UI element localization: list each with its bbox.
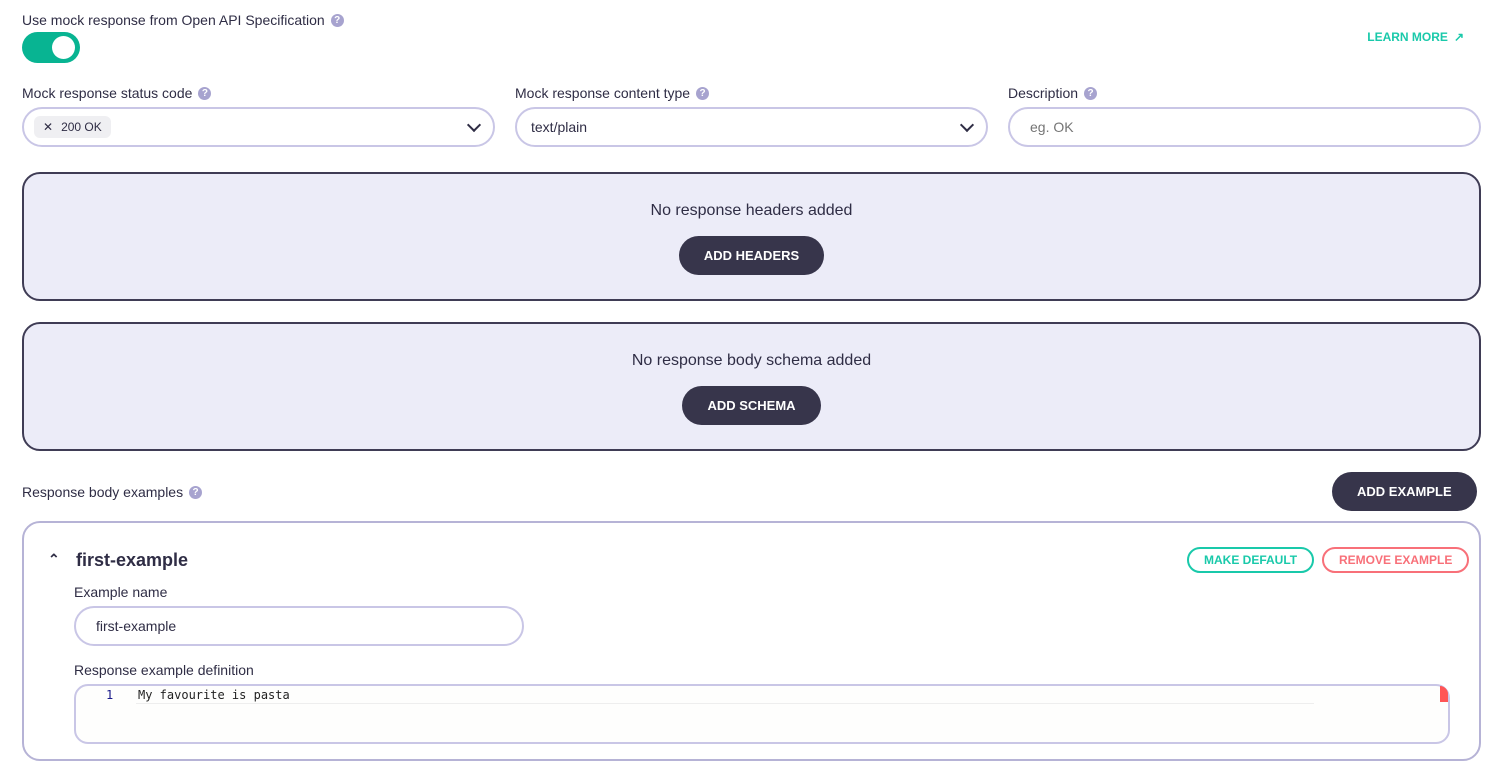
make-default-button[interactable]: MAKE DEFAULT [1187,547,1315,573]
content-type-value: text/plain [531,119,588,135]
description-input[interactable] [1008,107,1481,147]
add-example-button[interactable]: ADD EXAMPLE [1332,472,1477,511]
line-number: 1 [106,688,114,702]
add-schema-button[interactable]: ADD SCHEMA [682,386,821,425]
chip-text: 200 OK [61,120,102,134]
code-line: My favourite is pasta [138,688,290,702]
remove-example-button[interactable]: REMOVE EXAMPLE [1322,547,1470,573]
example-definition-label: Response example definition [74,662,254,678]
help-icon[interactable]: ? [198,86,212,100]
remove-chip-icon[interactable]: ✕ [43,120,54,134]
help-icon[interactable]: ? [1084,86,1098,100]
external-link-icon: ↗ [1453,30,1464,44]
examples-label-text: Response body examples [22,484,184,500]
add-headers-button[interactable]: ADD HEADERS [678,236,825,275]
example-title: first-example [76,550,189,570]
help-icon[interactable]: ? [330,13,344,27]
help-icon[interactable]: ? [696,86,710,100]
learn-more-link[interactable]: LEARN MORE ↗ [1367,30,1464,44]
schema-panel: No response body schema added ADD SCHEMA [22,322,1481,451]
chevron-down-icon [959,117,975,132]
status-chip: ✕ 200 OK [34,116,111,138]
mock-label-text: Use mock response from Open API Specific… [22,12,325,28]
toggle-knob [52,36,75,59]
status-label-text: Mock response status code [22,85,193,101]
help-icon[interactable]: ? [189,485,203,499]
headers-panel: No response headers added ADD HEADERS [22,172,1481,301]
mock-toggle[interactable] [22,32,80,63]
description-label-text: Description [1008,85,1079,101]
schema-empty-text: No response body schema added [631,352,872,369]
status-code-select[interactable]: ✕ 200 OK [22,107,495,147]
examples-label: Response body examples? [22,484,203,500]
content-type-label-text: Mock response content type [515,85,691,101]
collapse-chevron-icon[interactable]: ⌃ [48,551,60,567]
content-type-label: Mock response content type? [515,85,710,101]
chevron-down-icon [466,117,482,132]
status-code-label: Mock response status code? [22,85,212,101]
active-line [136,703,1314,704]
description-label: Description? [1008,85,1098,101]
error-marker [1440,686,1448,702]
headers-empty-text: No response headers added [650,202,853,219]
code-editor[interactable]: 1 My favourite is pasta [74,684,1450,744]
example-name-label: Example name [74,584,168,600]
mock-toggle-label: Use mock response from Open API Specific… [22,12,344,28]
example-name-input[interactable] [74,606,524,646]
content-type-select[interactable]: text/plain [515,107,988,147]
learn-more-text: LEARN MORE [1367,30,1448,44]
